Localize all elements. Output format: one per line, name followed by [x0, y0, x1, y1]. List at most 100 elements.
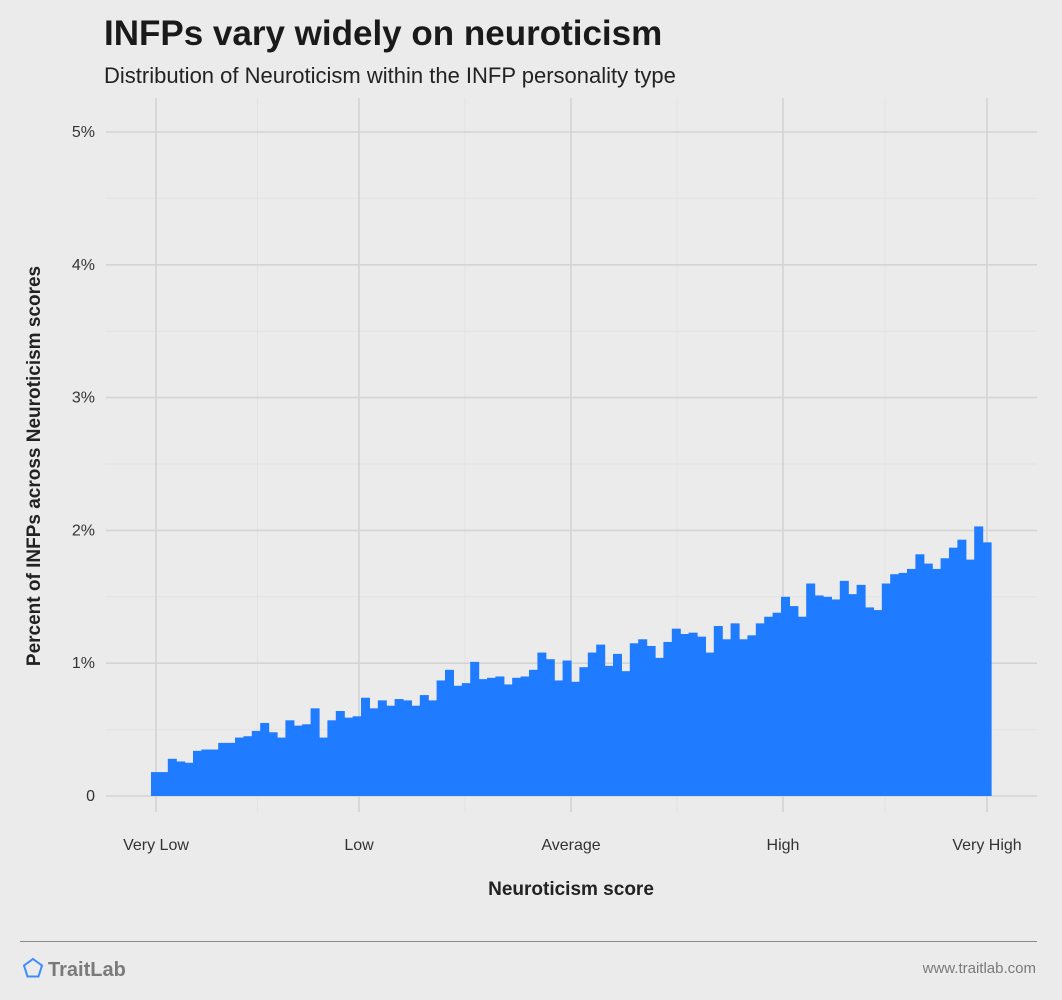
histogram-bar: [411, 705, 421, 796]
histogram-bar: [898, 572, 908, 796]
brand-name: TraitLab: [48, 959, 126, 981]
x-tick-labels: Very Low Low Average High Very High: [123, 837, 1022, 854]
histogram-bar: [554, 680, 564, 796]
histogram-bar: [243, 736, 253, 796]
histogram-bar: [512, 677, 522, 796]
histogram-bar: [797, 616, 807, 796]
histogram-bar: [394, 699, 404, 796]
histogram-bar: [907, 568, 916, 796]
y-tick-label: 2%: [72, 522, 95, 539]
x-tick-label: High: [767, 837, 800, 854]
histogram-bar: [671, 628, 681, 796]
histogram-bar: [226, 742, 236, 796]
histogram-bar: [428, 700, 438, 796]
histogram-bar: [629, 643, 639, 796]
histogram-bar: [957, 539, 967, 796]
histogram-bar: [881, 583, 891, 796]
histogram-bar: [344, 717, 354, 796]
histogram-bar: [848, 594, 858, 796]
histogram-bar: [235, 737, 244, 796]
histogram-bar: [352, 716, 362, 796]
histogram-bar: [873, 610, 883, 796]
histogram-bar: [638, 639, 648, 796]
x-tick-label: Very Low: [123, 837, 189, 854]
pentagon-icon: [22, 957, 44, 984]
histogram-bar: [579, 667, 589, 796]
histogram-bar: [251, 730, 261, 796]
histogram-bar: [495, 676, 505, 796]
y-axis-label: Percent of INFPs across Neuroticism scor…: [24, 266, 45, 666]
histogram-bar: [739, 639, 748, 796]
histogram-bar: [940, 558, 950, 796]
histogram-bar: [890, 574, 900, 796]
histogram-bar: [814, 595, 824, 796]
histogram-bar: [856, 584, 866, 796]
y-tick-label: 5%: [72, 124, 95, 141]
histogram-bar: [327, 720, 337, 796]
histogram-bar: [764, 616, 774, 796]
histogram-bar: [386, 705, 396, 796]
footer-divider: [20, 941, 1037, 942]
histogram-bar: [965, 559, 975, 796]
histogram-bar: [529, 669, 538, 796]
histogram-bar: [470, 661, 480, 796]
histogram-bar: [823, 596, 832, 796]
y-tick-label: 0: [86, 788, 95, 805]
y-tick-label: 3%: [72, 390, 95, 407]
histogram-bar: [772, 612, 782, 796]
histogram-bar: [520, 676, 530, 796]
histogram-bar: [503, 684, 513, 796]
histogram-bar: [268, 732, 278, 796]
histogram-bar: [755, 623, 765, 796]
histogram-bar: [831, 599, 841, 796]
histogram-chart: 0 1% 2% 3% 4% 5% Very Low Low Average High Very H…: [24, 98, 1037, 900]
histogram-bar: [789, 606, 799, 796]
histogram-bar: [781, 596, 790, 796]
x-tick-label: Low: [344, 837, 374, 854]
x-tick-label: Very High: [952, 837, 1021, 854]
histogram-bar: [613, 653, 622, 796]
histogram-bar: [545, 659, 555, 796]
histogram-bar: [403, 700, 412, 796]
histogram-bar: [688, 632, 698, 796]
histogram-bar: [587, 652, 597, 796]
histogram-bar: [167, 758, 177, 796]
histogram-bar: [730, 623, 740, 796]
histogram-bar: [419, 695, 429, 796]
histogram-bar: [478, 679, 488, 796]
histogram-bar: [974, 526, 984, 796]
histogram-bar: [151, 772, 160, 796]
histogram-bar: [184, 762, 194, 796]
histogram-bar: [562, 660, 572, 796]
site-url[interactable]: www.traitlab.com: [922, 960, 1036, 977]
histogram-bar: [806, 583, 816, 796]
histogram-bar: [319, 737, 328, 796]
histogram-bar: [285, 720, 295, 796]
histogram-bar: [461, 683, 471, 796]
histogram-bar: [923, 563, 933, 796]
histogram-bar: [293, 725, 303, 796]
histogram-bar: [705, 652, 715, 796]
histogram-bar: [209, 749, 219, 796]
histogram-bar: [680, 633, 690, 796]
histogram-bar: [747, 635, 757, 796]
chart-subtitle: Distribution of Neuroticism within the I…: [104, 63, 676, 88]
chart-title: INFPs vary widely on neuroticism: [104, 14, 663, 53]
histogram-bar: [487, 677, 496, 796]
histogram-bar: [176, 761, 186, 796]
histogram-bar: [159, 772, 169, 796]
brand-logo[interactable]: TraitLab: [22, 957, 126, 984]
x-axis-label: Neuroticism score: [488, 879, 654, 900]
histogram-bar: [646, 645, 656, 796]
histogram-bar: [713, 626, 723, 796]
histogram-bar: [377, 700, 387, 796]
histogram-bar: [277, 737, 286, 796]
histogram-bar: [655, 657, 664, 796]
histogram-bar: [663, 641, 673, 796]
histogram-bar: [260, 722, 270, 796]
histogram-bar: [839, 580, 849, 796]
histogram-bar: [621, 671, 631, 796]
histogram-bar: [949, 547, 958, 796]
histogram-bar: [596, 644, 606, 796]
histogram-bar: [604, 665, 614, 796]
